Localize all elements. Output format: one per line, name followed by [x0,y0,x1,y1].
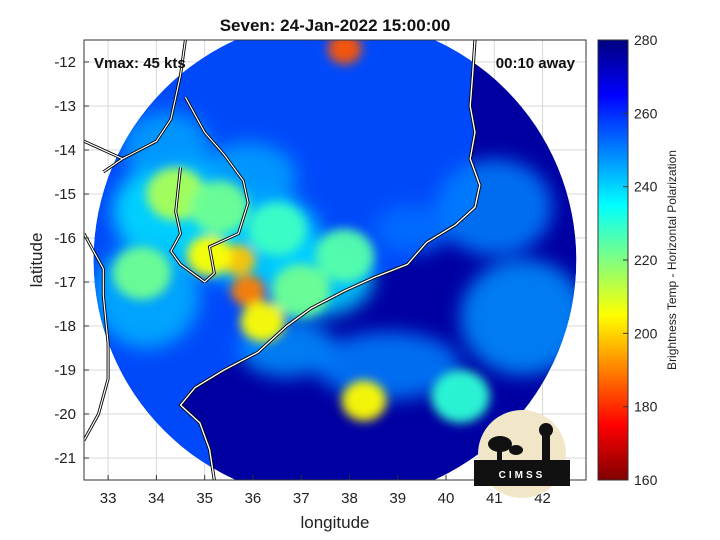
soft-field-blob [460,259,577,376]
logo-dish-stand [497,448,502,462]
colorbar-label: Brightness Temp - Horizontal Polarizatio… [665,150,679,370]
y-tick-label: -17 [54,274,76,291]
coastline-layer [84,40,482,480]
convective-cell [431,369,490,423]
logo-building [474,460,570,486]
y-tick-label: -15 [54,186,76,203]
colorbar-tick-label: 220 [634,252,658,268]
logo-tower [542,432,550,462]
convective-cell [112,246,172,300]
y-tick-label: -21 [54,450,76,467]
colorbar-tick-label: 160 [634,472,658,488]
x-tick-label: 34 [148,490,165,507]
x-tick-label: 33 [100,490,117,507]
soft-field-blob [315,331,461,400]
logo-tower-tank [539,423,553,437]
colorbar-tick-label: 260 [634,105,658,121]
soft-field-blob [373,205,451,254]
logo-text: CIMSS [499,470,546,481]
convective-cell [187,235,232,276]
colorbar-tick-label: 200 [634,325,658,341]
convective-cell [315,229,374,283]
y-tick-label: -12 [54,54,76,71]
soft-field-blob [436,158,553,256]
colorbar-tick-label: 240 [634,179,658,195]
plot-frame [83,39,587,481]
convective-cell [240,301,285,342]
y-tick-label: -16 [54,230,76,247]
chart-title: Seven: 24-Jan-2022 15:00:00 [220,16,451,35]
vmax-label: Vmax: 45 kts [94,55,186,72]
logo-dish-small [509,445,523,455]
y-tick-label: -20 [54,406,76,423]
convective-cell [231,275,266,307]
x-tick-label: 40 [438,490,455,507]
x-axis-label: longitude [300,513,369,532]
scan-swath [93,40,577,480]
soft-field-blob [122,111,210,180]
coastline-highlight [179,40,481,480]
convective-cell [272,264,331,318]
time-away-label: 00:10 away [496,55,576,72]
x-tick-label: 35 [196,490,213,507]
axis-ticks: 33 34 35 36 37 38 39 40 41 42-12-13-14-15-16-17-1… [54,54,551,507]
convective-cell [189,180,249,234]
convective-cell [341,380,387,422]
colorbar-ticks: 160 180 200 220 240 260 280 [623,32,658,488]
y-axis-label: latitude [27,233,46,288]
convective-cell [327,40,362,65]
y-tick-label: -18 [54,318,76,335]
convective-cells [112,40,490,423]
cimss-logo: CIMSS [474,410,570,498]
colorbar-tick-label: 280 [634,32,658,48]
x-tick-label: 37 [293,490,310,507]
convective-cell [247,202,307,256]
x-tick-label: 38 [341,490,358,507]
x-tick-label: 36 [245,490,262,507]
colorbar-tick-label: 180 [634,399,658,415]
x-tick-label: 39 [389,490,406,507]
y-tick-label: -13 [54,98,76,115]
country-border-highlight [84,40,249,441]
x-tick-label: 41 [486,490,503,507]
y-tick-label: -14 [54,142,76,159]
logo-dish [488,436,512,452]
y-tick-label: -19 [54,362,76,379]
